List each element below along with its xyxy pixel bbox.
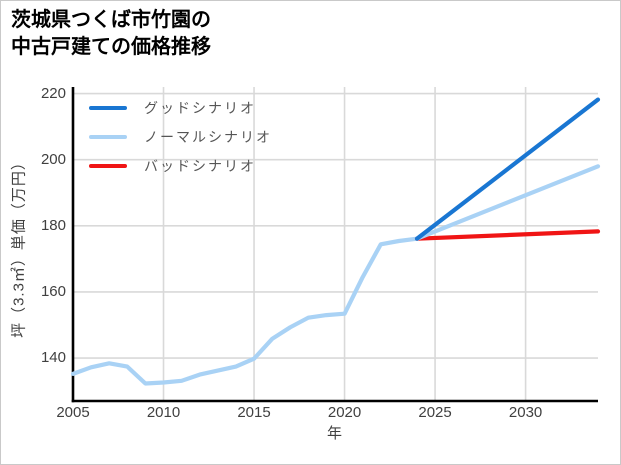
legend-swatch: [89, 134, 127, 139]
chart-title: 茨城県つくば市竹園の 中古戸建ての価格推移: [11, 7, 211, 61]
x-tick-label: 2015: [237, 404, 271, 421]
x-tick-label: 2020: [327, 404, 362, 421]
x-tick-label: 2025: [418, 404, 452, 421]
y-tick-label: 140: [40, 349, 66, 367]
series-good-scenario-line: [414, 97, 601, 241]
legend-swatch: [89, 163, 127, 168]
chart-title-line2: 中古戸建ての価格推移: [11, 36, 211, 58]
legend-row: バッドシナリオ: [89, 151, 272, 180]
chart-title-line1: 茨城県つくば市竹園の: [11, 9, 211, 31]
legend-label: バッドシナリオ: [144, 157, 256, 174]
legend-row: グッドシナリオ: [89, 93, 272, 122]
x-tick-label: 2005: [56, 404, 90, 421]
y-axis-label: 坪（3.3㎡）単価（万円）: [10, 154, 28, 338]
y-tick-label: 180: [40, 216, 66, 234]
series-historical-line: [70, 236, 420, 386]
x-tick-label: 2010: [146, 404, 181, 421]
legend-label: グッドシナリオ: [144, 99, 256, 116]
series-bad-scenario-line: [414, 229, 601, 241]
legend-row: ノーマルシナリオ: [89, 122, 272, 151]
y-tick-label: 160: [40, 282, 66, 300]
x-axis-label: 年: [326, 425, 344, 442]
legend-swatch: [89, 105, 127, 110]
y-tick-label: 220: [40, 84, 66, 102]
legend: グッドシナリオ ノーマルシナリオ バッドシナリオ: [89, 93, 272, 180]
x-tick-label: 2030: [508, 404, 543, 421]
series-normal-scenario-line: [414, 164, 601, 241]
legend-label: ノーマルシナリオ: [144, 128, 272, 145]
y-tick-label: 200: [40, 150, 66, 168]
